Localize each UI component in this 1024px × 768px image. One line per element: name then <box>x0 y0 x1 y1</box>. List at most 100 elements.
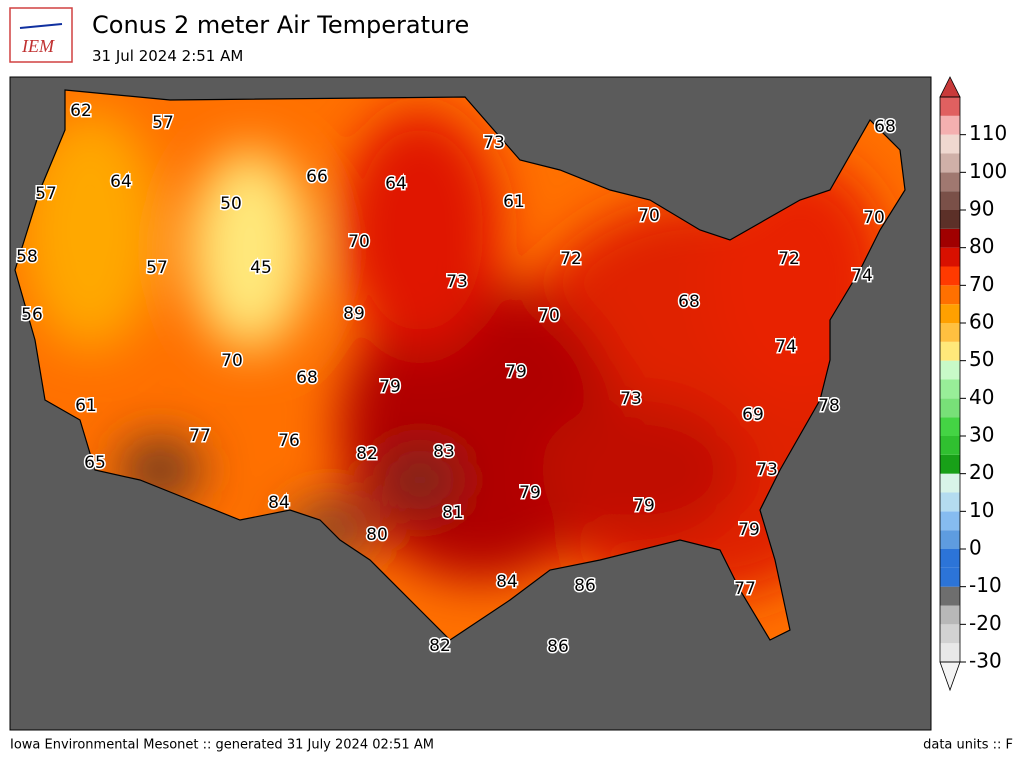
temperature-label: 61 <box>75 396 97 416</box>
temperature-field <box>15 90 905 640</box>
colorbar-bin <box>940 210 960 229</box>
colorbar-bin <box>940 153 960 173</box>
colorbar-bin <box>940 605 960 625</box>
temperature-label: 79 <box>505 362 527 382</box>
colorbar-tick-label: 70 <box>969 272 994 296</box>
temperature-label: 68 <box>874 117 896 137</box>
colorbar-under <box>939 661 961 692</box>
temperature-label: 79 <box>379 377 401 397</box>
subtitle: 31 Jul 2024 2:51 AM <box>92 47 243 65</box>
colorbar-outline <box>939 96 961 663</box>
colorbar-tick-label: 80 <box>969 234 994 258</box>
footer-right: data units :: F <box>923 738 1013 753</box>
temperature-label: 64 <box>110 172 132 192</box>
colorbar-bin <box>940 454 960 474</box>
temperature-label: 70 <box>348 232 370 252</box>
colorbar-tick-label: 60 <box>969 310 994 334</box>
temperature-label: 79 <box>519 483 541 503</box>
colorbar-bin <box>940 285 960 305</box>
temperature-label: 64 <box>385 174 407 194</box>
colorbar-bin <box>940 567 960 587</box>
colorbar-bin <box>940 398 960 418</box>
temperature-label: 84 <box>268 493 290 513</box>
temperature-label: 73 <box>756 460 778 480</box>
temperature-label: 77 <box>189 426 211 446</box>
temperature-label: 57 <box>35 184 57 204</box>
colorbar-bin <box>940 436 960 455</box>
colorbar-tick-label: -10 <box>969 573 1002 597</box>
temperature-label: 81 <box>442 503 464 523</box>
temperature-label: 86 <box>547 637 569 657</box>
temperature-label: 77 <box>734 579 756 599</box>
colorbar-bin <box>940 115 960 135</box>
colorbar: -30 -20 -10 0 10 20 30 40 50 60 70 80 90 100 110 <box>939 76 1007 692</box>
temperature-label: 86 <box>574 576 596 596</box>
temperature-label: 68 <box>296 368 318 388</box>
colorbar-tick-label: -20 <box>969 611 1002 635</box>
colorbar-tick-label: 20 <box>969 460 994 484</box>
temperature-label: 79 <box>633 496 655 516</box>
colorbar-bin <box>940 511 960 531</box>
colorbar-bin <box>940 360 960 380</box>
colorbar-tick-label: 100 <box>969 159 1007 183</box>
temperature-label: 68 <box>678 292 700 312</box>
colorbar-tick-label: 30 <box>969 423 994 447</box>
colorbar-bin <box>940 247 960 267</box>
logo: IEM <box>9 7 73 63</box>
temperature-label: 74 <box>851 266 873 286</box>
colorbar-bin <box>940 492 960 512</box>
temperature-label: 69 <box>742 405 764 425</box>
temperature-label: 70 <box>638 206 660 226</box>
temperature-label: 84 <box>496 572 518 592</box>
colorbar-bin <box>940 228 960 248</box>
temperature-label: 79 <box>738 520 760 540</box>
temperature-label: 57 <box>152 113 174 133</box>
colorbar-tick-label: 110 <box>969 121 1007 145</box>
temperature-label: 66 <box>306 167 328 187</box>
temperature-label: 45 <box>250 258 272 278</box>
colorbar-tick-label: 40 <box>969 385 994 409</box>
colorbar-tick-label: 10 <box>969 498 994 522</box>
colorbar-tick-label: 50 <box>969 347 994 371</box>
temperature-label: 57 <box>146 258 168 278</box>
colorbar-bin <box>940 473 960 493</box>
temperature-label: 76 <box>278 431 300 451</box>
temperature-label: 82 <box>356 444 378 464</box>
colorbar-bin <box>940 417 960 436</box>
colorbar-tick-label: 0 <box>969 536 982 560</box>
temperature-label: 83 <box>433 442 455 462</box>
colorbar-bin <box>940 191 960 210</box>
colorbar-bin <box>940 379 960 399</box>
colorbar-bin <box>940 341 960 361</box>
colorbar-bin <box>940 586 960 606</box>
title: Conus 2 meter Air Temperature <box>92 11 469 39</box>
temperature-label: 62 <box>70 101 92 121</box>
temperature-label: 72 <box>560 249 582 269</box>
temperature-label: 56 <box>21 305 43 325</box>
temperature-label: 82 <box>429 636 451 656</box>
temperature-label: 58 <box>16 247 38 267</box>
temperature-label: 50 <box>220 194 242 214</box>
colorbar-bin <box>940 97 960 116</box>
temperature-label: 70 <box>538 306 560 326</box>
temperature-label: 70 <box>863 208 885 228</box>
colorbar-bin <box>940 624 960 644</box>
colorbar-bin <box>940 172 960 192</box>
temperature-label: 73 <box>483 133 505 153</box>
colorbar-bin <box>940 549 960 568</box>
temperature-label: 78 <box>818 396 840 416</box>
temperature-label: 72 <box>778 249 800 269</box>
colorbar-bin <box>940 304 960 323</box>
colorbar-tick-label: 90 <box>969 197 994 221</box>
logo-text: IEM <box>21 36 55 56</box>
temperature-label: 74 <box>775 337 797 357</box>
temperature-label: 89 <box>343 304 365 324</box>
temperature-label: 73 <box>446 272 468 292</box>
station-labels: 62 57 73 68 57 64 66 64 50 61 70 70 58 57 45 70 72 72 74 73… <box>15 100 898 659</box>
colorbar-bin <box>940 643 960 662</box>
colorbar-bin <box>940 266 960 286</box>
temperature-label: 65 <box>84 453 106 473</box>
colorbar-tick-label: -30 <box>969 649 1002 673</box>
footer-left: Iowa Environmental Mesonet :: generated … <box>10 738 434 753</box>
